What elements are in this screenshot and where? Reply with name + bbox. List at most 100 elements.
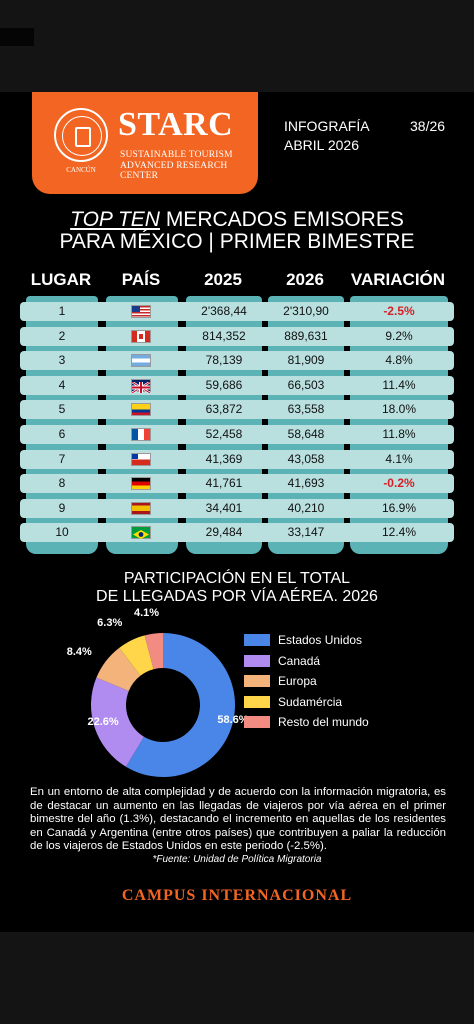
legend-swatch [244, 654, 270, 667]
change-cell: -2.5% [383, 304, 415, 318]
value-2025-cell: 41,761 [205, 476, 243, 491]
change-cell: 4.1% [385, 451, 413, 466]
canada-flag-icon [131, 329, 151, 343]
rank-cell: 9 [58, 500, 66, 515]
summary-paragraph: En un entorno de alta complejidad y de a… [30, 786, 446, 853]
header-2026: 2026 [286, 270, 324, 289]
table-row: 6 52,458 58,648 11.8% [20, 425, 454, 444]
value-2026-cell: 41,693 [287, 476, 325, 491]
change-cell: 12.4% [381, 525, 417, 540]
brand-subtitle-2: ADVANCED RESEARCH CENTER [120, 161, 228, 181]
value-2026-cell: 66,503 [287, 377, 325, 392]
legend-label: Sudamércia [278, 694, 343, 709]
header-change: VARIACIÓN [350, 270, 446, 289]
donut-slice-3 [96, 647, 141, 691]
brazil-flag-icon [131, 526, 151, 540]
slice-label: 58.6% [217, 713, 249, 726]
starc-logo: CANCÚN STARC SUSTAINABLE TOURISM ADVANCE… [32, 92, 258, 194]
table-row: 9 34,401 40,210 16.9% [20, 498, 454, 518]
rank-cell: 6 [58, 427, 66, 441]
header-2025: 2025 [204, 270, 242, 289]
value-2026-cell: 40,210 [287, 500, 325, 515]
seal-caption: CANCÚN [66, 166, 96, 174]
table-row: 2 814,352 889,631 9.2% [20, 326, 454, 346]
status-bar [0, 0, 474, 92]
chart-title-line2: DE LLEGADAS POR VÍA AÉREA. 2026 [96, 588, 378, 605]
value-2026-cell: 33,147 [287, 525, 325, 540]
value-2025-cell: 59,686 [205, 377, 243, 392]
uk-flag-icon [131, 378, 151, 394]
value-2026-cell: 63,558 [287, 402, 325, 417]
value-2025-cell: 34,401 [205, 500, 243, 515]
source-note: *Fuente: Unidad de Política Migratoria [152, 854, 322, 865]
slice-label: 4.1% [133, 606, 160, 619]
table-row: 5 63,872 63,558 18.0% [20, 400, 454, 420]
argentina-flag-icon [131, 354, 151, 368]
table-row: 1 2'368,44 2'310,90 -2.5% [20, 302, 454, 321]
header-country: PAÍS [121, 270, 161, 289]
rank-cell: 7 [58, 451, 66, 466]
value-2026-cell: 43,058 [287, 451, 325, 466]
header-rank: LUGAR [30, 270, 92, 289]
usa-flag-icon [131, 305, 151, 318]
infographic-label: INFOGRAFÍA [284, 118, 370, 134]
change-cell: 4.8% [385, 353, 413, 368]
change-cell: 18.0% [381, 402, 417, 417]
slice-label: 22.6% [87, 716, 119, 729]
legend-label: Europa [278, 674, 317, 688]
table-row: 4 59,686 66,503 11.4% [20, 375, 454, 395]
camera-notch [0, 28, 34, 46]
rank-cell: 1 [58, 304, 66, 318]
legend-swatch [244, 675, 270, 687]
rank-cell: 8 [58, 476, 66, 491]
value-2025-cell: 78,139 [205, 353, 243, 368]
anahuac-seal-icon [54, 108, 108, 162]
legend-label: Canadá [278, 653, 321, 668]
table-row: 8 41,761 41,693 -0.2% [20, 474, 454, 494]
chile-flag-icon [131, 452, 151, 466]
change-cell: 9.2% [385, 328, 413, 343]
chart-title-line1: PARTICIPACIÓN EN EL TOTAL [123, 570, 351, 587]
germany-flag-icon [131, 477, 151, 491]
donut-slice-1 [125, 633, 235, 777]
spain-flag-icon [131, 501, 151, 515]
donut-slice-4 [119, 635, 154, 676]
value-2025-cell: 29,484 [205, 525, 243, 540]
rank-cell: 5 [58, 402, 66, 417]
legend-label: Resto del mundo [278, 715, 369, 729]
table-row: 10 29,484 33,147 12.4% [20, 523, 454, 543]
value-2026-cell: 889,631 [284, 328, 328, 343]
slice-label: 6.3% [97, 616, 123, 629]
value-2025-cell: 2'368,44 [201, 304, 247, 318]
legend-swatch [244, 716, 270, 728]
donut-slice-2 [90, 677, 144, 767]
share-donut-chart [90, 633, 235, 777]
rank-cell: 4 [58, 377, 66, 392]
infographic-number: 38/26 [410, 118, 446, 134]
brand-name: STARC [118, 106, 234, 143]
table-title-line2: PARA MÉXICO | PRIMER BIMESTRE [59, 230, 415, 253]
infographic-date: ABRIL 2026 [284, 137, 359, 153]
table-row: 3 78,139 81,909 4.8% [20, 351, 454, 371]
value-2026-cell: 58,648 [287, 427, 325, 441]
legend-label: Estados Unidos [278, 633, 363, 647]
table-title-rest: MERCADOS EMISORES [159, 208, 404, 231]
campus-footer: CAMPUS INTERNACIONAL [121, 887, 353, 904]
value-2025-cell: 52,458 [205, 427, 243, 441]
value-2026-cell: 81,909 [287, 353, 325, 368]
table-row: 7 41,369 43,058 4.1% [20, 449, 454, 469]
change-cell: 11.4% [382, 377, 416, 392]
rank-cell: 2 [58, 328, 66, 343]
value-2025-cell: 41,369 [205, 451, 243, 466]
table-title-line1: TOP TEN MERCADOS EMISORES [0, 208, 474, 232]
colombia-flag-icon [131, 403, 151, 417]
donut-slice-5 [144, 633, 163, 670]
slice-label: 8.4% [66, 645, 92, 658]
legend-swatch [244, 695, 270, 708]
change-cell: 16.9% [381, 500, 417, 515]
brand-subtitle-1: SUSTAINABLE TOURISM [120, 150, 233, 160]
rank-cell: 3 [58, 353, 66, 368]
table-title-emphasis: TOP TEN [70, 208, 160, 231]
legend-swatch [244, 634, 270, 646]
france-flag-icon [131, 428, 151, 441]
